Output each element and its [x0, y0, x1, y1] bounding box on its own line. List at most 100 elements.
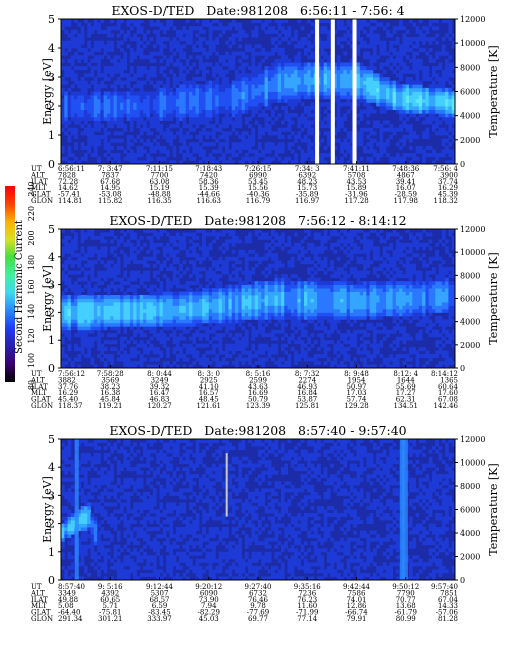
spectrogram-cell — [137, 44, 141, 48]
spectrogram-cell — [242, 146, 246, 150]
spectrogram-cell — [324, 92, 328, 96]
spectrogram-cell — [110, 110, 114, 114]
spectrogram-cell — [268, 124, 272, 128]
spectrogram-cell — [74, 19, 78, 23]
spectrogram-cell — [87, 288, 91, 292]
spectrogram-cell — [61, 113, 65, 117]
spectrogram-cell — [87, 110, 91, 114]
spectrogram-cell — [251, 102, 255, 106]
spectrogram-cell — [268, 351, 272, 355]
spectrogram-cell — [448, 113, 452, 117]
spectrogram-cell — [327, 81, 331, 85]
spectrogram-cell — [133, 323, 137, 327]
spectrogram-cell — [271, 347, 275, 351]
spectrogram-cell — [120, 102, 124, 106]
spectrogram-cell — [146, 299, 150, 303]
spectrogram-cell — [179, 146, 183, 150]
spectrogram-cell — [245, 309, 249, 313]
spectrogram-cell — [297, 281, 301, 285]
spectrogram-cell — [383, 150, 387, 154]
spectrogram-cell — [291, 295, 295, 299]
spectrogram-cell — [205, 337, 209, 341]
spectrogram-cell — [160, 309, 164, 313]
spectrogram-cell — [278, 70, 282, 74]
spectrogram-cell — [379, 88, 383, 92]
spectrogram-cell — [163, 274, 167, 278]
spectrogram-cell — [343, 66, 347, 70]
spectrogram-cell — [196, 309, 200, 313]
spectrogram-cell — [297, 309, 301, 313]
spectrogram-cell — [225, 288, 229, 292]
spectrogram-cell — [297, 305, 301, 309]
spectrogram-cell — [265, 77, 269, 81]
table-cell: 116.97 — [295, 197, 320, 205]
spectrogram-cell — [337, 70, 341, 74]
spectrogram-cell — [396, 41, 400, 45]
spectrogram-cell — [68, 128, 72, 132]
spectrogram-cell — [288, 70, 292, 74]
spectrogram-cell — [212, 299, 216, 303]
spectrogram-cell — [307, 55, 311, 59]
spectrogram-cell — [91, 113, 95, 117]
spectrogram-cell — [61, 41, 65, 45]
spectrogram-cell — [268, 131, 272, 135]
spectrogram-cell — [100, 239, 104, 243]
spectrogram-cell — [104, 70, 108, 74]
spectrogram-cell — [281, 232, 285, 236]
spectrogram-cell — [337, 55, 341, 59]
spectrogram-cell — [117, 153, 121, 157]
spectrogram-cell — [84, 257, 88, 261]
spectrogram-cell — [261, 59, 265, 63]
spectrogram-cell — [94, 153, 98, 157]
spectrogram-cell — [212, 347, 216, 351]
spectrogram-cell — [278, 157, 282, 161]
spectrogram-cell — [373, 95, 377, 99]
spectrogram-cell — [238, 52, 242, 56]
spectrogram-cell — [179, 131, 183, 135]
spectrogram-cell — [133, 34, 137, 38]
spectrogram-cell — [189, 253, 193, 257]
spectrogram-cell — [255, 292, 259, 296]
spectrogram-cell — [166, 99, 170, 103]
spectrogram-cell — [205, 106, 209, 110]
spectrogram-cell — [199, 312, 203, 316]
spectrogram-cell — [163, 309, 167, 313]
spectrogram-cell — [360, 92, 364, 96]
spectrogram-cell — [294, 250, 298, 254]
spectrogram-cell — [386, 153, 390, 157]
spectrogram-cell — [228, 102, 232, 106]
spectrogram-cell — [123, 253, 127, 257]
spectrogram-cell — [107, 295, 111, 299]
spectrogram-cell — [297, 319, 301, 323]
spectrogram-cell — [406, 66, 410, 70]
spectrogram-cell — [288, 26, 292, 30]
spectrogram-cell — [340, 150, 344, 154]
spectrogram-cell — [445, 92, 449, 96]
spectrogram-cell — [97, 59, 101, 63]
spectrogram-cell — [363, 77, 367, 81]
spectrogram-cell — [307, 92, 311, 96]
y2-tick-label: 12000 — [460, 15, 485, 24]
spectrogram-cell — [81, 92, 85, 96]
spectrogram-cell — [166, 246, 170, 250]
spectrogram-cell — [258, 281, 262, 285]
spectrogram-cell — [133, 113, 137, 117]
spectrogram-cell — [291, 319, 295, 323]
spectrogram-cell — [402, 37, 406, 41]
spectrogram-cell — [114, 59, 118, 63]
spectrogram-cell — [123, 110, 127, 114]
spectrogram-cell — [61, 337, 65, 341]
spectrogram-cell — [228, 121, 232, 125]
spectrogram-cell — [376, 41, 380, 45]
spectrogram-cell — [379, 23, 383, 27]
spectrogram-cell — [242, 285, 246, 289]
spectrogram-cell — [265, 99, 269, 103]
spectrogram-cell — [242, 340, 246, 344]
spectrogram-cell — [307, 124, 311, 128]
spectrogram-cell — [84, 146, 88, 150]
spectrogram-cell — [235, 347, 239, 351]
spectrogram-cell — [445, 66, 449, 70]
spectrogram-cell — [91, 153, 95, 157]
spectrogram-cell — [294, 77, 298, 81]
spectrogram-cell — [117, 99, 121, 103]
